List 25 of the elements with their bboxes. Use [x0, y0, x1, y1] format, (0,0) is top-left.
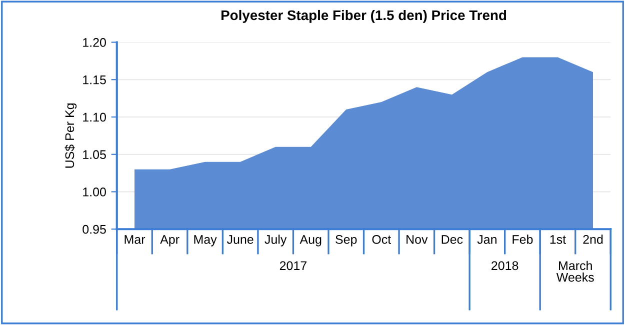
x-tick-label: 2nd	[583, 234, 603, 244]
x-tick-label: Aug	[300, 235, 322, 246]
y-axis-title: US$ Per Kg	[64, 103, 77, 168]
x-tick-label: Mar	[124, 235, 146, 244]
x-tick-label: Feb	[512, 234, 533, 244]
x-tick-label: May	[194, 235, 217, 246]
chart-title: Polyester Staple Fiber (1.5 den) Price Trend	[222, 10, 506, 23]
text: 2018	[492, 261, 518, 270]
y-tick-label: 1.15	[83, 76, 106, 84]
x-tick-label: 1st	[550, 235, 566, 244]
x-tick-label: Oct	[372, 235, 392, 244]
x-tick-label: June	[226, 235, 254, 244]
y-tick-label: 1.10	[83, 112, 106, 122]
text: 2017	[280, 261, 306, 270]
x-tick-label: Dec	[442, 235, 463, 244]
x-tick-label: Sep	[336, 235, 357, 246]
y-tick-label: 1.20	[83, 38, 106, 47]
x-tick-label: Apr	[160, 235, 180, 246]
y-tick-label: 1.00	[83, 188, 106, 196]
y-tick-label: 0.95	[82, 224, 106, 234]
x-tick-label: Nov	[406, 235, 428, 244]
text: March Weeks	[556, 260, 594, 282]
y-tick-label: 1.05	[83, 150, 106, 160]
x-tick-label: Jan	[477, 235, 496, 244]
x-tick-label: July	[264, 234, 287, 246]
